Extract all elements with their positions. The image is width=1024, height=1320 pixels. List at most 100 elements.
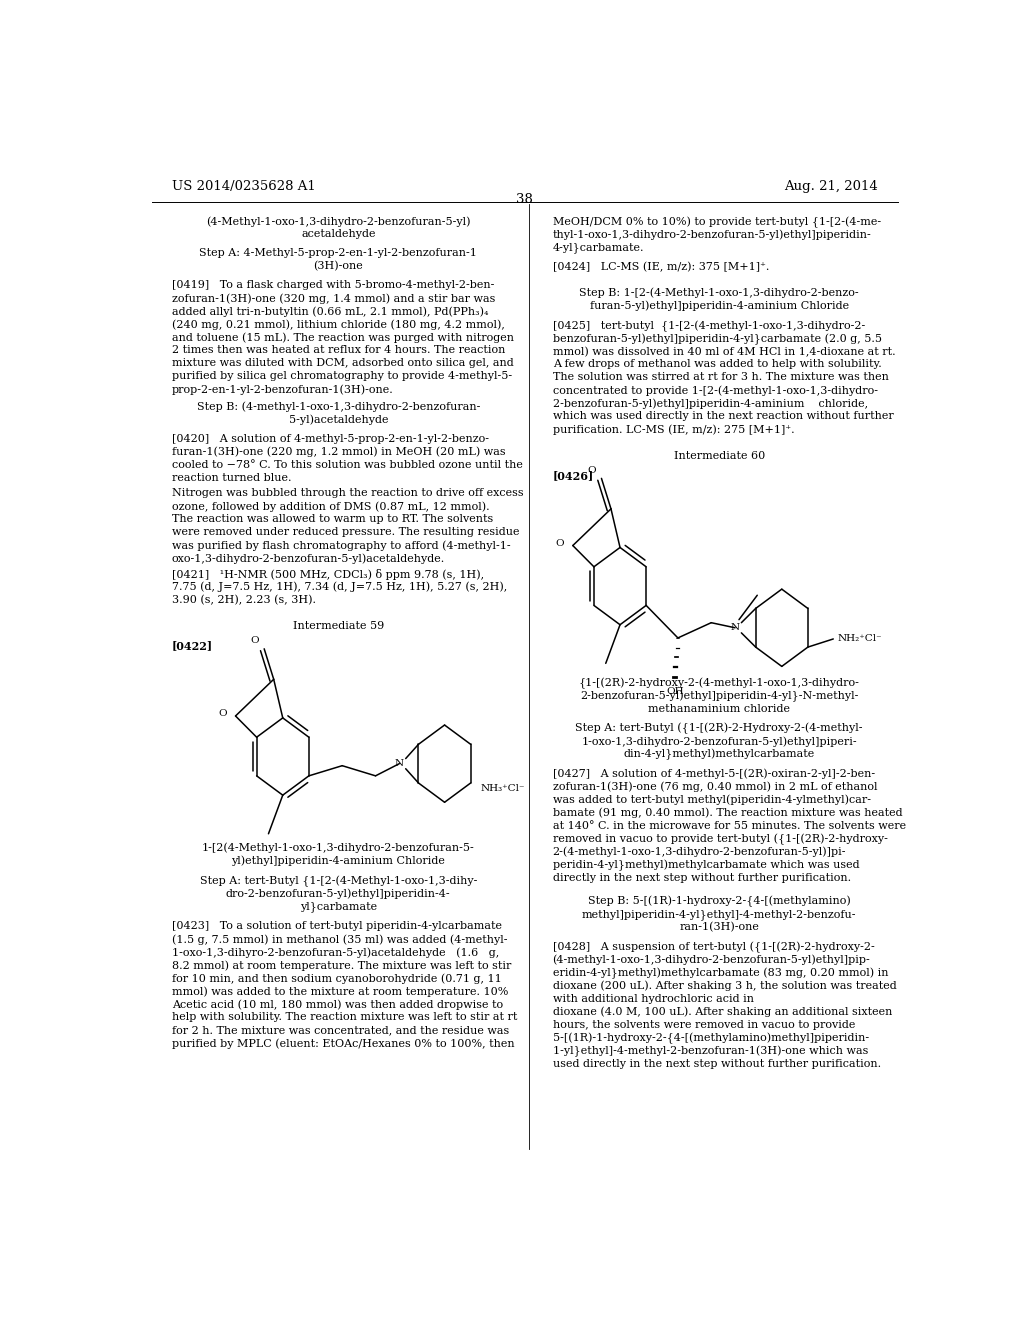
Text: O: O xyxy=(218,709,227,718)
Text: for 10 min, and then sodium cyanoborohydride (0.71 g, 11: for 10 min, and then sodium cyanoborohyd… xyxy=(172,973,502,983)
Text: zofuran-1(3H)-one (76 mg, 0.40 mmol) in 2 mL of ethanol: zofuran-1(3H)-one (76 mg, 0.40 mmol) in … xyxy=(553,781,878,792)
Text: Intermediate 60: Intermediate 60 xyxy=(674,450,765,461)
Text: help with solubility. The reaction mixture was left to stir at rt: help with solubility. The reaction mixtu… xyxy=(172,1012,517,1022)
Text: N: N xyxy=(730,623,739,632)
Text: 1-yl}ethyl]-4-methyl-2-benzofuran-1(3H)-one which was: 1-yl}ethyl]-4-methyl-2-benzofuran-1(3H)-… xyxy=(553,1045,868,1057)
Text: zofuran-1(3H)-one (320 mg, 1.4 mmol) and a stir bar was: zofuran-1(3H)-one (320 mg, 1.4 mmol) and… xyxy=(172,293,495,304)
Text: 2-benzofuran-5-yl)ethyl]piperidin-4-aminium    chloride,: 2-benzofuran-5-yl)ethyl]piperidin-4-amin… xyxy=(553,399,867,409)
Text: acetaldehyde: acetaldehyde xyxy=(301,230,376,239)
Text: The reaction was allowed to warm up to RT. The solvents: The reaction was allowed to warm up to R… xyxy=(172,515,493,524)
Text: 38: 38 xyxy=(516,193,534,206)
Text: NH₃⁺Cl⁻: NH₃⁺Cl⁻ xyxy=(480,784,524,792)
Text: Aug. 21, 2014: Aug. 21, 2014 xyxy=(784,180,878,193)
Text: furan-1(3H)-one (220 mg, 1.2 mmol) in MeOH (20 mL) was: furan-1(3H)-one (220 mg, 1.2 mmol) in Me… xyxy=(172,446,505,457)
Text: reaction turned blue.: reaction turned blue. xyxy=(172,473,291,483)
Text: removed in vacuo to provide tert-butyl ({1-[(2R)-2-hydroxy-: removed in vacuo to provide tert-butyl (… xyxy=(553,834,888,845)
Text: furan-5-yl)ethyl]piperidin-4-aminium Chloride: furan-5-yl)ethyl]piperidin-4-aminium Chl… xyxy=(590,301,849,312)
Text: thyl-1-oxo-1,3-dihydro-2-benzofuran-5-yl)ethyl]piperidin-: thyl-1-oxo-1,3-dihydro-2-benzofuran-5-yl… xyxy=(553,230,871,240)
Text: [0421]   ¹H-NMR (500 MHz, CDCl₃) δ ppm 9.78 (s, 1H),: [0421] ¹H-NMR (500 MHz, CDCl₃) δ ppm 9.7… xyxy=(172,569,483,579)
Text: [0424]   LC-MS (IE, m/z): 375 [M+1]⁺.: [0424] LC-MS (IE, m/z): 375 [M+1]⁺. xyxy=(553,261,769,272)
Text: 1-oxo-1,3-dihyro-2-benzofuran-5-yl)acetaldehyde   (1.6   g,: 1-oxo-1,3-dihyro-2-benzofuran-5-yl)aceta… xyxy=(172,946,499,957)
Text: mmol) was dissolved in 40 ml of 4M HCl in 1,4-dioxane at rt.: mmol) was dissolved in 40 ml of 4M HCl i… xyxy=(553,346,895,356)
Text: bamate (91 mg, 0.40 mmol). The reaction mixture was heated: bamate (91 mg, 0.40 mmol). The reaction … xyxy=(553,808,902,818)
Text: {1-[(2R)-2-hydroxy-2-(4-methyl-1-oxo-1,3-dihydro-: {1-[(2R)-2-hydroxy-2-(4-methyl-1-oxo-1,3… xyxy=(579,677,860,689)
Text: added allyl tri-n-butyltin (0.66 mL, 2.1 mmol), Pd(PPh₃)₄: added allyl tri-n-butyltin (0.66 mL, 2.1… xyxy=(172,306,488,317)
Text: NH₂⁺Cl⁻: NH₂⁺Cl⁻ xyxy=(838,635,882,643)
Text: [0426]: [0426] xyxy=(553,470,594,480)
Text: methanaminium chloride: methanaminium chloride xyxy=(648,704,791,714)
Text: US 2014/0235628 A1: US 2014/0235628 A1 xyxy=(172,180,315,193)
Text: at 140° C. in the microwave for 55 minutes. The solvents were: at 140° C. in the microwave for 55 minut… xyxy=(553,821,905,830)
Text: were removed under reduced pressure. The resulting residue: were removed under reduced pressure. The… xyxy=(172,527,519,537)
Text: Acetic acid (10 ml, 180 mmol) was then added dropwise to: Acetic acid (10 ml, 180 mmol) was then a… xyxy=(172,999,503,1010)
Text: O: O xyxy=(556,539,564,548)
Text: [0428]   A suspension of tert-butyl ({1-[(2R)-2-hydroxy-2-: [0428] A suspension of tert-butyl ({1-[(… xyxy=(553,941,874,953)
Text: [0425]   tert-butyl  {1-[2-(4-methyl-1-oxo-1,3-dihydro-2-: [0425] tert-butyl {1-[2-(4-methyl-1-oxo-… xyxy=(553,321,865,331)
Text: oxo-1,3-dihydro-2-benzofuran-5-yl)acetaldehyde.: oxo-1,3-dihydro-2-benzofuran-5-yl)acetal… xyxy=(172,553,444,564)
Text: O: O xyxy=(588,466,596,475)
Text: ran-1(3H)-one: ran-1(3H)-one xyxy=(679,923,759,932)
Text: (4-methyl-1-oxo-1,3-dihydro-2-benzofuran-5-yl)ethyl]pip-: (4-methyl-1-oxo-1,3-dihydro-2-benzofuran… xyxy=(553,954,870,965)
Text: mixture was diluted with DCM, adsorbed onto silica gel, and: mixture was diluted with DCM, adsorbed o… xyxy=(172,358,513,368)
Text: din-4-yl}methyl)methylcarbamate: din-4-yl}methyl)methylcarbamate xyxy=(624,750,815,760)
Text: N: N xyxy=(395,759,403,768)
Text: (240 mg, 0.21 mmol), lithium chloride (180 mg, 4.2 mmol),: (240 mg, 0.21 mmol), lithium chloride (1… xyxy=(172,319,505,330)
Text: 1-[2(4-Methyl-1-oxo-1,3-dihydro-2-benzofuran-5-: 1-[2(4-Methyl-1-oxo-1,3-dihydro-2-benzof… xyxy=(202,843,475,854)
Text: (1.5 g, 7.5 mmol) in methanol (35 ml) was added (4-methyl-: (1.5 g, 7.5 mmol) in methanol (35 ml) wa… xyxy=(172,935,507,945)
Text: Step A: tert-Butyl {1-[2-(4-Methyl-1-oxo-1,3-dihy-: Step A: tert-Butyl {1-[2-(4-Methyl-1-oxo… xyxy=(200,875,477,887)
Text: was purified by flash chromatography to afford (4-methyl-1-: was purified by flash chromatography to … xyxy=(172,540,510,550)
Text: (3H)-one: (3H)-one xyxy=(313,260,364,271)
Text: eridin-4-yl}methyl)methylcarbamate (83 mg, 0.20 mmol) in: eridin-4-yl}methyl)methylcarbamate (83 m… xyxy=(553,968,888,979)
Text: [0419]   To a flask charged with 5-bromo-4-methyl-2-ben-: [0419] To a flask charged with 5-bromo-4… xyxy=(172,280,494,290)
Text: yl}carbamate: yl}carbamate xyxy=(300,902,377,912)
Text: dioxane (4.0 M, 100 uL). After shaking an additional sixteen: dioxane (4.0 M, 100 uL). After shaking a… xyxy=(553,1007,892,1018)
Text: Step A: tert-Butyl ({1-[(2R)-2-Hydroxy-2-(4-methyl-: Step A: tert-Butyl ({1-[(2R)-2-Hydroxy-2… xyxy=(575,723,863,734)
Text: hours, the solvents were removed in vacuo to provide: hours, the solvents were removed in vacu… xyxy=(553,1020,855,1030)
Text: which was used directly in the next reaction without further: which was used directly in the next reac… xyxy=(553,412,893,421)
Text: Step A: 4-Methyl-5-prop-2-en-1-yl-2-benzofuran-1: Step A: 4-Methyl-5-prop-2-en-1-yl-2-benz… xyxy=(200,248,477,257)
Text: OH: OH xyxy=(666,686,684,696)
Text: ozone, followed by addition of DMS (0.87 mL, 12 mmol).: ozone, followed by addition of DMS (0.87… xyxy=(172,502,489,512)
Text: [0423]   To a solution of tert-butyl piperidin-4-ylcarbamate: [0423] To a solution of tert-butyl piper… xyxy=(172,921,502,931)
Text: Intermediate 59: Intermediate 59 xyxy=(293,620,384,631)
Text: and toluene (15 mL). The reaction was purged with nitrogen: and toluene (15 mL). The reaction was pu… xyxy=(172,333,514,343)
Text: mmol) was added to the mixture at room temperature. 10%: mmol) was added to the mixture at room t… xyxy=(172,986,508,997)
Text: 2-(4-methyl-1-oxo-1,3-dihydro-2-benzofuran-5-yl)]pi-: 2-(4-methyl-1-oxo-1,3-dihydro-2-benzofur… xyxy=(553,846,846,857)
Text: Step B: 1-[2-(4-Methyl-1-oxo-1,3-dihydro-2-benzo-: Step B: 1-[2-(4-Methyl-1-oxo-1,3-dihydro… xyxy=(580,288,859,298)
Text: A few drops of methanol was added to help with solubility.: A few drops of methanol was added to hel… xyxy=(553,359,882,370)
Text: concentrated to provide 1-[2-(4-methyl-1-oxo-1,3-dihydro-: concentrated to provide 1-[2-(4-methyl-1… xyxy=(553,385,878,396)
Text: Step B: 5-[(1R)-1-hydroxy-2-{4-[(methylamino): Step B: 5-[(1R)-1-hydroxy-2-{4-[(methyla… xyxy=(588,896,851,907)
Text: methyl]piperidin-4-yl}ethyl]-4-methyl-2-benzofu-: methyl]piperidin-4-yl}ethyl]-4-methyl-2-… xyxy=(582,909,856,920)
Text: dro-2-benzofuran-5-yl)ethyl]piperidin-4-: dro-2-benzofuran-5-yl)ethyl]piperidin-4- xyxy=(226,888,451,899)
Text: 5-[(1R)-1-hydroxy-2-{4-[(methylamino)methyl]piperidin-: 5-[(1R)-1-hydroxy-2-{4-[(methylamino)met… xyxy=(553,1032,868,1044)
Text: [0427]   A solution of 4-methyl-5-[(2R)-oxiran-2-yl]-2-ben-: [0427] A solution of 4-methyl-5-[(2R)-ox… xyxy=(553,768,874,779)
Text: MeOH/DCM 0% to 10%) to provide tert-butyl {1-[2-(4-me-: MeOH/DCM 0% to 10%) to provide tert-buty… xyxy=(553,216,881,227)
Text: directly in the next step without further purification.: directly in the next step without furthe… xyxy=(553,873,851,883)
Text: O: O xyxy=(250,636,259,645)
Text: The solution was stirred at rt for 3 h. The mixture was then: The solution was stirred at rt for 3 h. … xyxy=(553,372,889,383)
Text: for 2 h. The mixture was concentrated, and the residue was: for 2 h. The mixture was concentrated, a… xyxy=(172,1026,509,1035)
Text: peridin-4-yl}methyl)methylcarbamate which was used: peridin-4-yl}methyl)methylcarbamate whic… xyxy=(553,859,859,871)
Text: 8.2 mmol) at room temperature. The mixture was left to stir: 8.2 mmol) at room temperature. The mixtu… xyxy=(172,960,511,970)
Text: purified by MPLC (eluent: EtOAc/Hexanes 0% to 100%, then: purified by MPLC (eluent: EtOAc/Hexanes … xyxy=(172,1038,514,1048)
Text: 2 times then was heated at reflux for 4 hours. The reaction: 2 times then was heated at reflux for 4 … xyxy=(172,345,505,355)
Text: purified by silica gel chromatography to provide 4-methyl-5-: purified by silica gel chromatography to… xyxy=(172,371,512,381)
Text: with additional hydrochloric acid in: with additional hydrochloric acid in xyxy=(553,994,754,1003)
Text: (4-Methyl-1-oxo-1,3-dihydro-2-benzofuran-5-yl): (4-Methyl-1-oxo-1,3-dihydro-2-benzofuran… xyxy=(206,216,471,227)
Text: purification. LC-MS (IE, m/z): 275 [M+1]⁺.: purification. LC-MS (IE, m/z): 275 [M+1]… xyxy=(553,425,795,436)
Text: dioxane (200 uL). After shaking 3 h, the solution was treated: dioxane (200 uL). After shaking 3 h, the… xyxy=(553,981,896,991)
Text: cooled to −78° C. To this solution was bubbled ozone until the: cooled to −78° C. To this solution was b… xyxy=(172,459,522,470)
Text: was added to tert-butyl methyl(piperidin-4-ylmethyl)car-: was added to tert-butyl methyl(piperidin… xyxy=(553,795,870,805)
Text: Nitrogen was bubbled through the reaction to drive off excess: Nitrogen was bubbled through the reactio… xyxy=(172,488,523,498)
Text: prop-2-en-1-yl-2-benzofuran-1(3H)-one.: prop-2-en-1-yl-2-benzofuran-1(3H)-one. xyxy=(172,384,393,395)
Text: 5-yl)acetaldehyde: 5-yl)acetaldehyde xyxy=(289,414,388,425)
Text: [0422]: [0422] xyxy=(172,640,213,652)
Text: Step B: (4-methyl-1-oxo-1,3-dihydro-2-benzofuran-: Step B: (4-methyl-1-oxo-1,3-dihydro-2-be… xyxy=(197,401,480,412)
Text: [0420]   A solution of 4-methyl-5-prop-2-en-1-yl-2-benzo-: [0420] A solution of 4-methyl-5-prop-2-e… xyxy=(172,433,488,444)
Text: 7.75 (d, J=7.5 Hz, 1H), 7.34 (d, J=7.5 Hz, 1H), 5.27 (s, 2H),: 7.75 (d, J=7.5 Hz, 1H), 7.34 (d, J=7.5 H… xyxy=(172,582,507,593)
Text: benzofuran-5-yl)ethyl]piperidin-4-yl}carbamate (2.0 g, 5.5: benzofuran-5-yl)ethyl]piperidin-4-yl}car… xyxy=(553,334,882,345)
Text: 2-benzofuran-5-yl)ethyl]piperidin-4-yl}-N-methyl-: 2-benzofuran-5-yl)ethyl]piperidin-4-yl}-… xyxy=(580,690,858,702)
Text: 3.90 (s, 2H), 2.23 (s, 3H).: 3.90 (s, 2H), 2.23 (s, 3H). xyxy=(172,595,315,606)
Text: 1-oxo-1,3-dihydro-2-benzofuran-5-yl)ethyl]piperi-: 1-oxo-1,3-dihydro-2-benzofuran-5-yl)ethy… xyxy=(582,737,857,747)
Text: used directly in the next step without further purification.: used directly in the next step without f… xyxy=(553,1059,881,1069)
